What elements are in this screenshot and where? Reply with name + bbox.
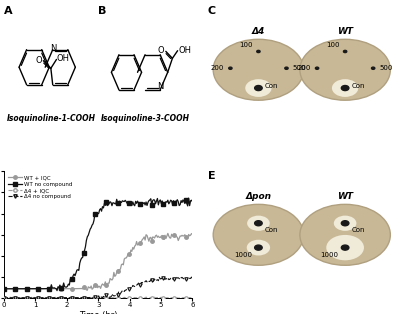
Text: WT: WT bbox=[337, 192, 353, 201]
Circle shape bbox=[213, 39, 304, 100]
Text: Isoquinoline-3-COOH: Isoquinoline-3-COOH bbox=[101, 114, 190, 123]
Circle shape bbox=[326, 235, 364, 260]
Circle shape bbox=[229, 67, 232, 69]
Text: Con: Con bbox=[351, 83, 365, 89]
Text: 200: 200 bbox=[298, 65, 311, 71]
Circle shape bbox=[341, 221, 349, 226]
Text: N: N bbox=[157, 82, 163, 91]
Text: 1000: 1000 bbox=[320, 252, 338, 258]
Text: 100: 100 bbox=[239, 42, 253, 48]
Text: Con: Con bbox=[352, 227, 365, 233]
Text: A: A bbox=[4, 6, 13, 16]
Circle shape bbox=[255, 85, 262, 90]
Circle shape bbox=[300, 39, 390, 100]
Circle shape bbox=[300, 204, 390, 265]
Text: OH: OH bbox=[57, 54, 70, 63]
Text: WT: WT bbox=[337, 27, 353, 36]
Circle shape bbox=[247, 216, 270, 231]
Circle shape bbox=[255, 245, 262, 250]
Text: N: N bbox=[50, 44, 56, 53]
Circle shape bbox=[334, 216, 356, 231]
Text: 200: 200 bbox=[211, 65, 224, 71]
Circle shape bbox=[257, 50, 260, 53]
Circle shape bbox=[255, 221, 262, 226]
Circle shape bbox=[285, 67, 288, 69]
Text: Δ4: Δ4 bbox=[252, 27, 265, 36]
Text: OH: OH bbox=[178, 46, 191, 55]
Circle shape bbox=[213, 204, 304, 265]
Circle shape bbox=[341, 85, 349, 90]
Text: O: O bbox=[158, 46, 164, 55]
Text: Con: Con bbox=[264, 83, 278, 89]
Text: Δpon: Δpon bbox=[246, 192, 272, 201]
Text: 100: 100 bbox=[326, 42, 340, 48]
X-axis label: Time (hr): Time (hr) bbox=[79, 311, 118, 314]
Legend: WT + IQC, WT no compound, Δ4 + IQC, Δ4 no compound: WT + IQC, WT no compound, Δ4 + IQC, Δ4 n… bbox=[7, 174, 74, 201]
Circle shape bbox=[245, 79, 272, 97]
Text: Con: Con bbox=[265, 227, 278, 233]
Circle shape bbox=[372, 67, 375, 69]
Circle shape bbox=[344, 50, 347, 53]
Text: Isoquinoline-1-COOH: Isoquinoline-1-COOH bbox=[7, 114, 96, 123]
Circle shape bbox=[341, 245, 349, 250]
Circle shape bbox=[247, 240, 270, 256]
Circle shape bbox=[316, 67, 319, 69]
Circle shape bbox=[332, 79, 358, 97]
Text: O: O bbox=[35, 56, 42, 65]
Text: E: E bbox=[208, 171, 215, 181]
Text: 500: 500 bbox=[292, 65, 306, 71]
Text: B: B bbox=[98, 6, 107, 16]
Text: 500: 500 bbox=[379, 65, 392, 71]
Text: C: C bbox=[208, 6, 216, 16]
Text: 1000: 1000 bbox=[234, 252, 252, 258]
